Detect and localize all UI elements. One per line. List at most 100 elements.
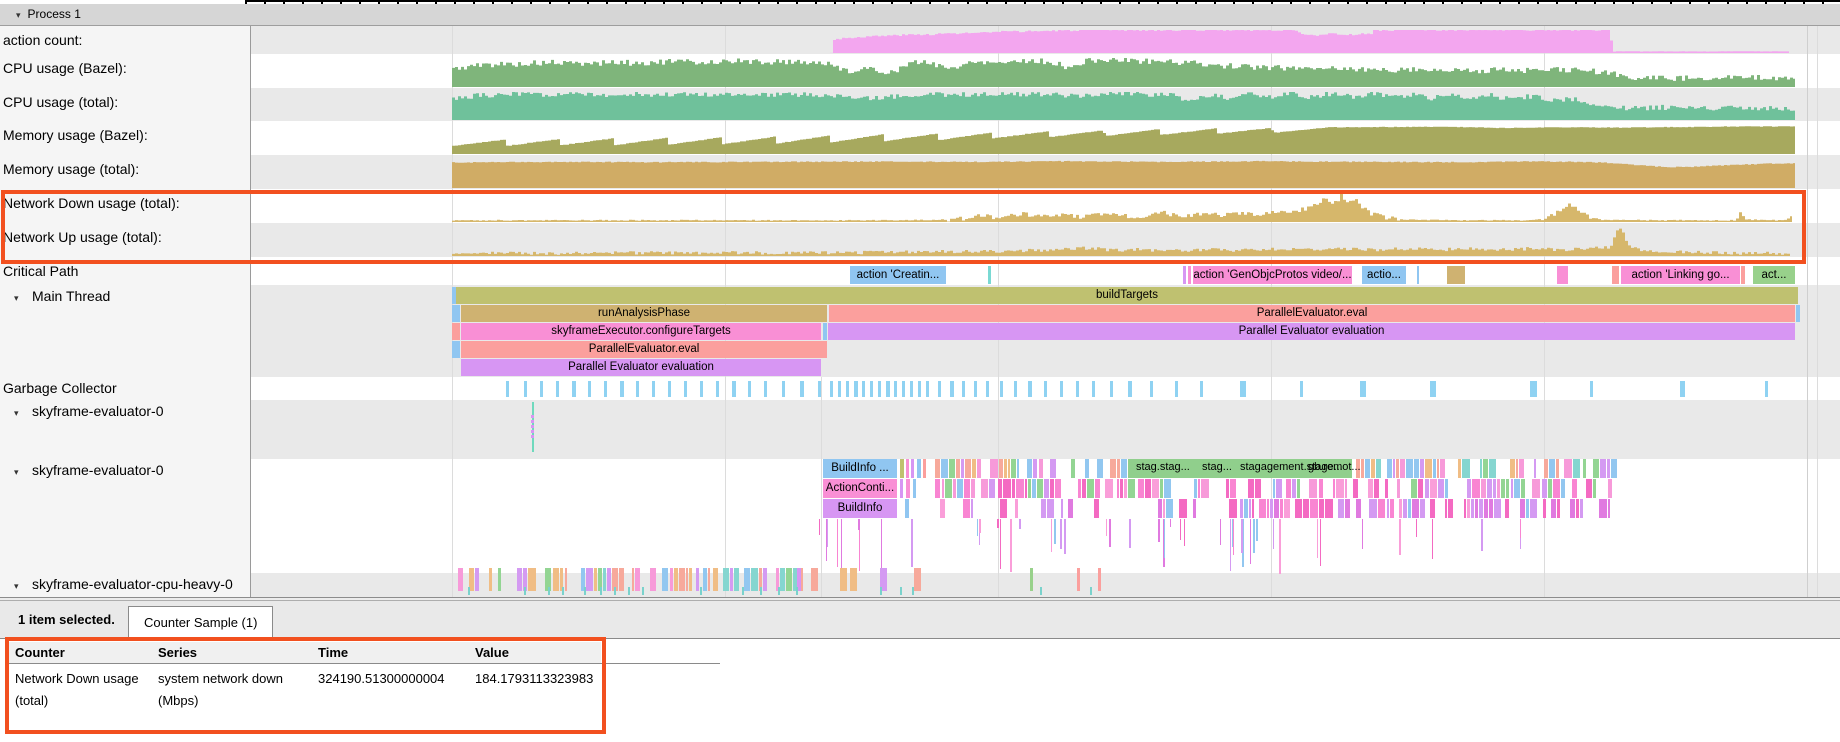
trace-slice[interactable] [1028,479,1031,498]
gc-event-tick[interactable] [1360,381,1366,397]
timeline-ruler[interactable] [0,0,1840,4]
trace-slice[interactable] [1424,479,1429,498]
trace-slice[interactable] [1533,459,1537,478]
gc-event-tick[interactable] [918,381,921,397]
trace-slice[interactable] [1085,459,1089,478]
trace-slice[interactable] [552,568,560,591]
trace-span[interactable]: buildTargets [456,287,1798,304]
gc-event-tick[interactable] [1300,381,1303,397]
trace-slice[interactable] [953,479,957,498]
trace-slice[interactable] [1197,479,1201,498]
gc-event-tick[interactable] [1200,381,1203,397]
trace-slice[interactable] [1030,568,1033,591]
trace-slice[interactable] [1430,479,1438,498]
trace-slice[interactable] [1470,499,1474,518]
gc-event-tick[interactable] [800,381,804,397]
trace-span[interactable]: BuildInfo [823,499,897,518]
trace-slice[interactable] [488,568,492,591]
trace-slice[interactable] [1593,459,1600,478]
trace-slice[interactable] [1412,499,1420,518]
gc-event-tick[interactable] [938,381,941,397]
trace-span[interactable] [1188,266,1191,284]
trace-slice[interactable] [712,568,718,591]
trace-span[interactable] [900,479,903,498]
trace-slice[interactable] [940,499,945,518]
gc-event-tick[interactable] [684,381,687,397]
trace-slice[interactable] [1247,479,1254,498]
trace-slice[interactable] [1049,459,1056,478]
trace-span[interactable] [1183,266,1186,284]
track-label-evaluator-1[interactable]: ▾ skyframe-evaluator-0 [0,400,250,459]
trace-slice[interactable] [1230,479,1237,498]
trace-slice[interactable] [1297,479,1300,498]
trace-slice[interactable] [1424,459,1432,478]
trace-slice[interactable] [516,568,523,591]
trace-span[interactable]: act... [1753,266,1795,284]
trace-slice[interactable] [977,459,982,478]
trace-slice[interactable] [1440,459,1446,478]
trace-slice[interactable] [1015,479,1024,498]
trace-slice[interactable] [678,568,686,591]
trace-slice[interactable] [1397,479,1401,498]
trace-slice[interactable] [1392,459,1395,478]
cpu-bazel-chart[interactable] [250,54,1840,88]
gc-event-tick[interactable] [950,381,954,397]
trace-slice[interactable] [544,568,551,591]
gc-event-tick[interactable] [1092,381,1095,397]
trace-slice[interactable] [981,479,988,498]
trace-slice[interactable] [1364,459,1370,478]
gc-event-tick[interactable] [572,381,576,397]
trace-slice[interactable] [944,479,952,498]
gc-event-tick[interactable] [974,381,977,397]
trace-slice[interactable] [585,568,593,591]
trace-slice[interactable] [1444,499,1447,518]
trace-slice[interactable] [1225,479,1230,498]
gc-event-tick[interactable] [1076,381,1079,397]
gc-event-tick[interactable] [1430,381,1436,397]
trace-slice[interactable] [1497,479,1500,498]
trace-slice[interactable] [1054,479,1061,498]
gc-event-tick[interactable] [1060,381,1063,397]
trace-slice[interactable] [1105,479,1113,498]
trace-slice[interactable] [1338,499,1345,518]
gc-event-tick[interactable] [854,381,858,397]
trace-slice[interactable] [988,479,995,498]
trace-slice[interactable] [1077,568,1080,591]
main-thread-track[interactable]: buildTargets runAnalysisPhase ParallelEval… [250,285,1840,377]
trace-slice[interactable] [1193,499,1196,518]
gc-event-tick[interactable] [604,381,607,397]
gc-event-tick[interactable] [1175,381,1178,397]
trace-span[interactable]: action 'Creatin... [850,266,946,284]
gc-event-tick[interactable] [986,381,989,397]
gc-event-tick[interactable] [764,381,767,397]
trace-span[interactable] [1612,266,1619,284]
trace-slice[interactable] [708,568,711,591]
gc-event-tick[interactable] [830,381,833,397]
trace-slice[interactable] [955,459,961,478]
trace-slice[interactable] [1487,479,1492,498]
trace-slice[interactable] [997,479,1003,498]
trace-slice[interactable] [696,568,699,591]
trace-slice[interactable] [670,568,674,591]
cpu-usage-bazel--sparkline[interactable] [250,54,1840,88]
gc-event-tick[interactable] [838,381,841,397]
trace-span[interactable] [911,459,914,478]
trace-slice[interactable] [598,568,603,591]
trace-span[interactable]: BuildInfo ... [823,459,897,478]
trace-slice[interactable] [1031,479,1037,498]
gc-event-tick[interactable] [878,381,881,397]
trace-slice[interactable] [1229,499,1237,518]
trace-slice[interactable] [1384,479,1389,498]
trace-slice[interactable] [1097,459,1103,478]
trace-slice[interactable] [593,568,598,591]
trace-slice[interactable] [963,479,970,498]
gc-event-tick[interactable] [1028,381,1032,397]
trace-slice[interactable] [1478,499,1484,518]
memory-usage-total--sparkline[interactable] [250,155,1840,189]
trace-slice[interactable] [469,568,474,591]
trace-span[interactable] [905,499,909,518]
trace-slice[interactable] [1489,499,1493,518]
gc-event-tick[interactable] [716,381,719,397]
track-label-cpu-heavy[interactable]: ▾ skyframe-evaluator-cpu-heavy-0 [0,573,250,597]
trace-slice[interactable] [1462,459,1471,478]
